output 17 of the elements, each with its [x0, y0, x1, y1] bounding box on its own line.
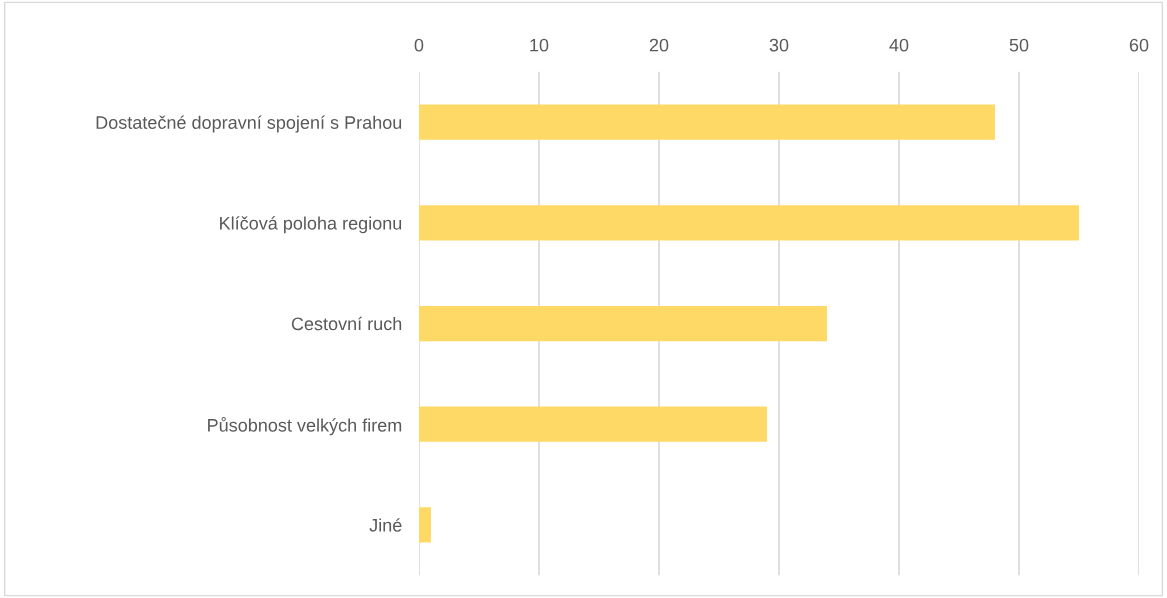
bar: [418, 205, 1079, 241]
y-tick-label: Klíčová poloha regionu: [220, 216, 402, 234]
x-tick-label: 60: [1129, 38, 1149, 52]
bar: [418, 406, 767, 442]
x-tick-label: 20: [649, 38, 669, 52]
y-tick-label: Cestovní ruch: [291, 316, 402, 331]
x-tick-label: 0: [414, 38, 424, 52]
bar: [418, 507, 431, 543]
bar: [418, 305, 827, 342]
x-tick-label: 10: [530, 38, 549, 52]
y-tick-label: Dostatečné dopravní spojení s Prahou: [96, 115, 402, 133]
bar: [418, 104, 995, 140]
x-tick-label: 30: [769, 38, 789, 52]
x-tick-label: 40: [889, 38, 909, 52]
y-tick-label: Působnost velkých firem: [208, 416, 402, 436]
x-tick-label: 50: [1009, 38, 1029, 52]
y-tick-label: Jiné: [369, 518, 402, 532]
